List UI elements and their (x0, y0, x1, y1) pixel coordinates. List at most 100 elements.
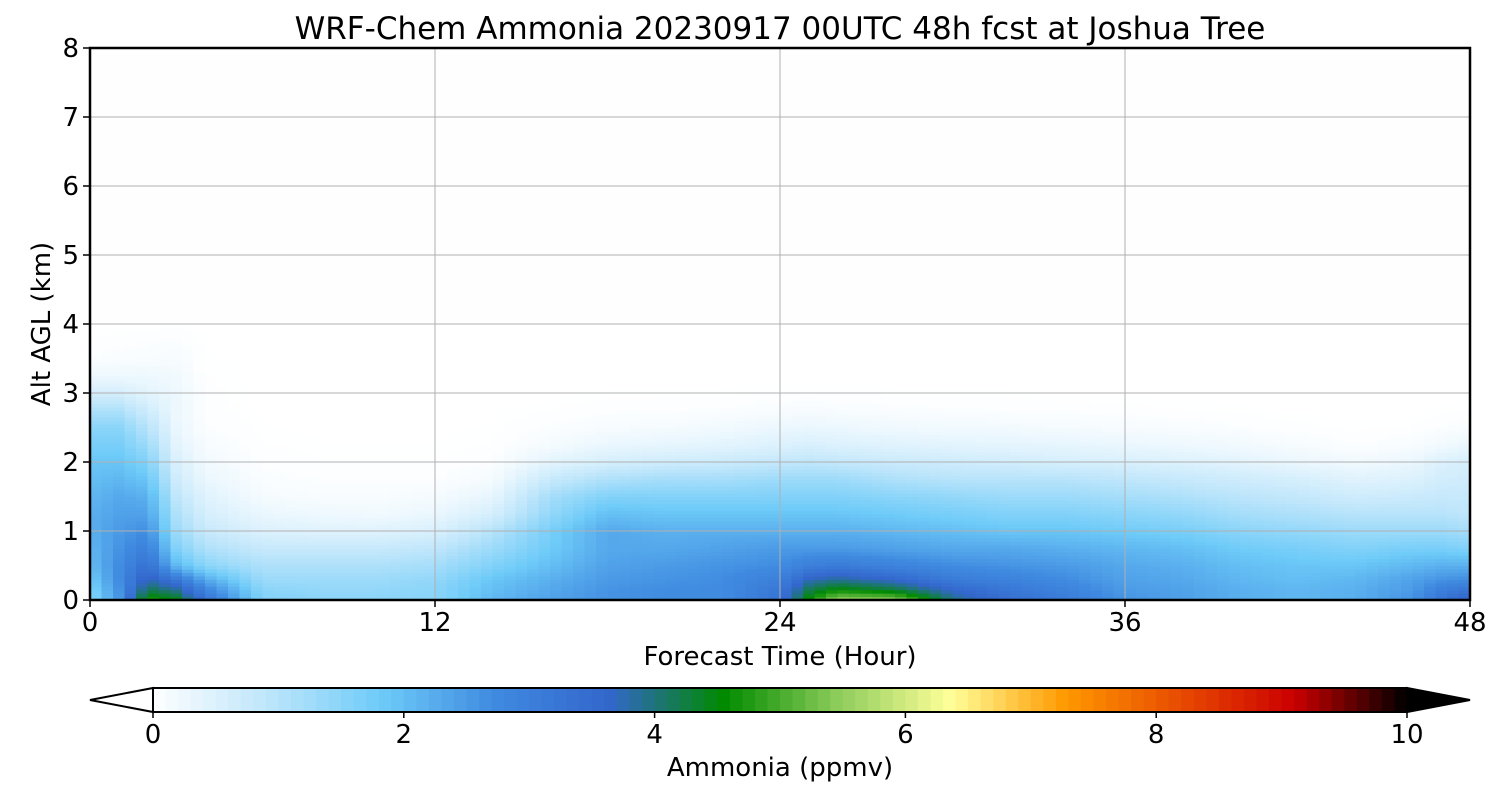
heatmap-cell (239, 517, 252, 522)
heatmap-cell (1309, 579, 1322, 584)
heatmap-cell (170, 510, 183, 515)
heatmap-cell (458, 527, 471, 532)
heatmap-cell (538, 472, 551, 477)
heatmap-cell (1320, 482, 1333, 487)
heatmap-cell (791, 513, 804, 518)
heatmap-cell (757, 596, 770, 601)
heatmap-cell (1401, 524, 1414, 529)
heatmap-cell (1355, 534, 1368, 539)
heatmap-cell (423, 534, 436, 539)
heatmap-cell (1378, 537, 1391, 542)
heatmap-cell (170, 596, 183, 601)
heatmap-cell (101, 544, 114, 549)
heatmap-cell (998, 589, 1011, 594)
heatmap-cell (366, 555, 379, 560)
heatmap-cell (1136, 565, 1149, 570)
heatmap-cell (1274, 482, 1287, 487)
heatmap-cell (711, 582, 724, 587)
heatmap-cell (400, 575, 413, 580)
heatmap-cell (1458, 489, 1471, 494)
heatmap-cell (1217, 555, 1230, 560)
heatmap-cell (354, 479, 367, 484)
heatmap-cell (757, 482, 770, 487)
heatmap-cell (1240, 551, 1253, 556)
heatmap-cell (895, 486, 908, 491)
heatmap-cell (1194, 575, 1207, 580)
heatmap-cell (780, 517, 793, 522)
heatmap-cell (251, 568, 264, 573)
heatmap-cell (331, 558, 344, 563)
heatmap-cell (619, 589, 632, 594)
heatmap-cell (1401, 579, 1414, 584)
heatmap-cell (285, 486, 298, 491)
heatmap-cell (492, 503, 505, 508)
heatmap-cell (481, 503, 494, 508)
heatmap-cell (1378, 462, 1391, 467)
heatmap-cell (435, 455, 448, 460)
heatmap-cell (1044, 541, 1057, 546)
heatmap-cell (642, 496, 655, 501)
heatmap-cell (343, 537, 356, 542)
heatmap-cell (182, 458, 195, 463)
heatmap-cell (423, 582, 436, 587)
heatmap-cell (1205, 596, 1218, 601)
heatmap-cell (343, 489, 356, 494)
heatmap-cell (952, 524, 965, 529)
heatmap-cell (239, 455, 252, 460)
heatmap-cell (1067, 479, 1080, 484)
heatmap-cell (389, 534, 402, 539)
heatmap-cell (1424, 458, 1437, 463)
heatmap-cell (676, 565, 689, 570)
heatmap-cell (929, 541, 942, 546)
heatmap-cell (1286, 527, 1299, 532)
heatmap-cell (1228, 475, 1241, 480)
heatmap-cell (596, 517, 609, 522)
heatmap-cell (573, 575, 586, 580)
heatmap-cell (1125, 486, 1138, 491)
heatmap-cell (1332, 524, 1345, 529)
heatmap-cell (1458, 582, 1471, 587)
heatmap-cell (1274, 537, 1287, 542)
heatmap-cell (1148, 572, 1161, 577)
heatmap-cell (435, 506, 448, 511)
heatmap-cell (906, 558, 919, 563)
heatmap-cell (1447, 586, 1460, 591)
heatmap-cell (607, 506, 620, 511)
heatmap-cell (1355, 489, 1368, 494)
heatmap-cell (1401, 572, 1414, 577)
heatmap-cell (780, 582, 793, 587)
heatmap-cell (1228, 458, 1241, 463)
heatmap-cell (389, 541, 402, 546)
heatmap-cell (1309, 468, 1322, 473)
heatmap-cell (1205, 551, 1218, 556)
heatmap-cell (837, 534, 850, 539)
heatmap-cell (446, 565, 459, 570)
heatmap-cell (975, 568, 988, 573)
heatmap-cell (147, 472, 160, 477)
heatmap-cell (400, 510, 413, 515)
heatmap-cell (734, 589, 747, 594)
heatmap-cell (1309, 558, 1322, 563)
heatmap-cell (354, 513, 367, 518)
heatmap-cell (228, 465, 241, 470)
heatmap-cell (1389, 486, 1402, 491)
heatmap-cell (1090, 562, 1103, 567)
heatmap-cell (791, 589, 804, 594)
heatmap-cell (906, 510, 919, 515)
heatmap-cell (676, 458, 689, 463)
heatmap-cell (527, 468, 540, 473)
heatmap-cell (826, 465, 839, 470)
heatmap-cell (607, 582, 620, 587)
heatmap-cell (734, 524, 747, 529)
heatmap-cell (400, 572, 413, 577)
heatmap-cell (469, 534, 482, 539)
heatmap-cell (1044, 489, 1057, 494)
heatmap-cell (1412, 541, 1425, 546)
heatmap-cell (987, 465, 1000, 470)
heatmap-cell (883, 472, 896, 477)
heatmap-cell (964, 493, 977, 498)
heatmap-cell (1447, 482, 1460, 487)
heatmap-cell (964, 589, 977, 594)
heatmap-cell (1447, 537, 1460, 542)
heatmap-cell (377, 548, 390, 553)
